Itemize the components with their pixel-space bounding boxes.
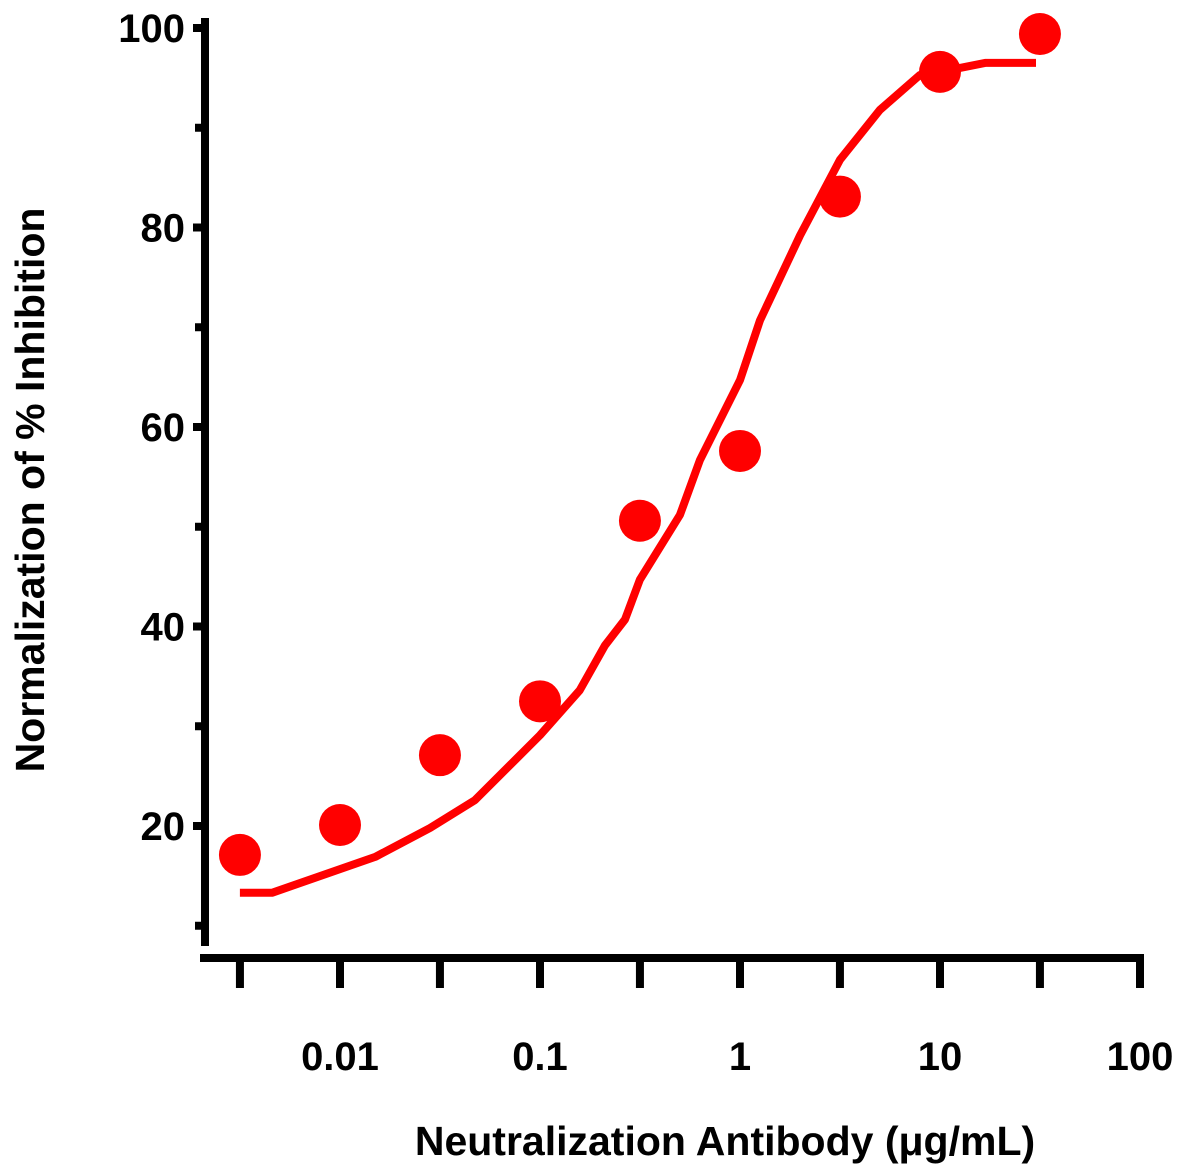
y-axis: 20 40 60 80 100 <box>118 7 209 946</box>
x-tick-label: 0.1 <box>512 1035 568 1079</box>
data-point <box>818 175 861 218</box>
y-tick-label: 80 <box>141 207 186 251</box>
fit-curve <box>239 58 1036 897</box>
data-point <box>418 734 461 777</box>
data-point <box>319 804 361 847</box>
x-axis: 0.01 0.1 1 10 100 <box>200 954 1173 1079</box>
data-point <box>218 833 261 876</box>
y-tick-label: 40 <box>141 606 186 650</box>
x-tick-label: 10 <box>918 1035 963 1079</box>
data-point <box>1018 12 1061 55</box>
data-point <box>618 499 661 542</box>
y-tick-label: 20 <box>141 805 186 849</box>
x-tick-label: 0.01 <box>301 1035 379 1079</box>
x-tick-label: 1 <box>729 1035 751 1079</box>
x-axis-label: Neutralization Antibody (μg/mL) <box>415 1118 1035 1164</box>
y-tick-label: 100 <box>118 7 185 51</box>
data-point <box>919 50 961 93</box>
x-tick-label: 100 <box>1107 1035 1174 1079</box>
data-point <box>519 680 561 723</box>
data-point <box>719 429 761 472</box>
plot-area <box>218 12 1061 897</box>
y-tick-label: 60 <box>141 406 186 450</box>
y-axis-label: Normalization of % Inhibition <box>7 208 53 773</box>
